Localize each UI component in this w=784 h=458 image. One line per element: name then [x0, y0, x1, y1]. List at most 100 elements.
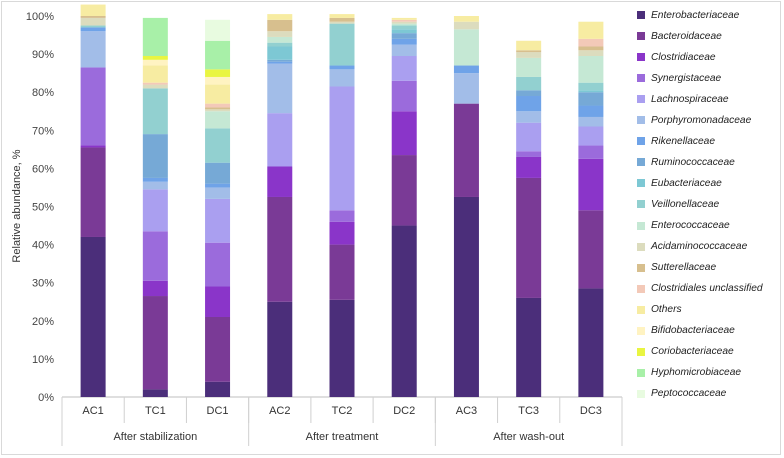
bar-segment — [267, 36, 293, 43]
legend-label: Clostridiaceae — [651, 51, 716, 63]
bar-segment — [578, 90, 604, 93]
bar-segment — [516, 76, 542, 91]
legend-label: Synergistaceae — [651, 72, 722, 84]
bar-segment — [267, 113, 293, 167]
y-tick-label: 50% — [32, 202, 54, 214]
bar-segment — [453, 65, 479, 74]
legend-swatch — [637, 32, 645, 41]
legend-item: Porphyromonadaceae — [637, 113, 751, 127]
legend-label: Ruminococcaceae — [651, 156, 735, 168]
bar-segment — [516, 122, 542, 152]
x-category-label: AC1 — [82, 405, 103, 417]
bar-segment — [205, 69, 231, 77]
bar-segment — [453, 103, 479, 197]
bar-segment — [391, 225, 417, 397]
bar-segment — [516, 90, 542, 97]
legend-item: Sutterellaceae — [637, 261, 716, 275]
y-tick-label: 20% — [32, 316, 54, 328]
bar-segment — [329, 299, 355, 397]
legend-swatch — [637, 242, 645, 251]
bar-segment — [205, 316, 231, 382]
bar-segment — [578, 288, 604, 397]
bar-segment — [142, 17, 168, 57]
bar-segment — [205, 84, 231, 104]
legend-item: Bifidobacteriaceae — [637, 324, 735, 338]
legend-swatch — [637, 284, 645, 293]
bar-segment — [80, 17, 106, 26]
legend-label: Clostridiales unclassified — [651, 283, 763, 295]
bar-segment — [80, 4, 106, 16]
bar-segment — [516, 57, 542, 77]
x-category-label: DC3 — [580, 405, 602, 417]
bar-segment — [329, 17, 355, 22]
x-category-label: TC1 — [145, 405, 166, 417]
bar-segment — [205, 242, 231, 287]
x-category-labels: AC1 TC1 DC1 AC2 TC2 DC2 AC3 TC3 DC3 — [82, 405, 601, 417]
bar-segment — [329, 23, 355, 66]
bar-segment — [391, 38, 417, 45]
bar-segment — [578, 46, 604, 51]
legend-label: Eubacteriaceae — [651, 177, 722, 189]
legend-label: Hyphomicrobiaceae — [651, 367, 742, 379]
legend-label: Lachnospiraceae — [651, 93, 729, 105]
y-tick-label: 80% — [32, 87, 54, 99]
bar-segment — [578, 56, 604, 83]
bar-segment — [453, 16, 479, 22]
bar-segment — [516, 50, 542, 53]
legend-label: Acidaminococcaceae — [651, 241, 748, 253]
legend-swatch — [637, 179, 645, 188]
bar-segment — [578, 105, 604, 117]
bar-segment — [80, 147, 106, 237]
bar-segment — [391, 155, 417, 226]
bar-segment — [578, 82, 604, 91]
bar-segment — [391, 29, 417, 34]
bar-segment — [516, 40, 542, 51]
x-category-label: AC2 — [269, 405, 290, 417]
bar-segment — [391, 44, 417, 57]
bar-segment — [267, 63, 293, 114]
x-group-label: After wash-out — [493, 431, 564, 443]
bar-segment — [391, 80, 417, 112]
bar-segment — [142, 177, 168, 182]
bar-segment — [142, 56, 168, 60]
bar-segment — [80, 145, 106, 148]
bar-segment — [205, 76, 231, 85]
legend-item: Enterobacteriaceae — [637, 8, 739, 22]
bar-segment — [142, 65, 168, 83]
bar-segment — [205, 111, 231, 129]
bar-segment — [267, 19, 293, 32]
legend-label: Enterococcaceae — [651, 220, 730, 231]
bar-segment — [142, 280, 168, 297]
legend-item: Lachnospiraceae — [637, 92, 729, 106]
bar-segment — [80, 236, 106, 397]
legend-item: Bacteroidaceae — [637, 29, 722, 43]
bar-segment — [267, 42, 293, 47]
bar-segment — [267, 59, 293, 62]
bar-segment — [142, 88, 168, 135]
y-tick-label: 0% — [38, 392, 54, 404]
bar-segment — [516, 177, 542, 298]
bar-segment — [578, 126, 604, 146]
bar-segment — [205, 19, 231, 41]
x-group-label: After treatment — [306, 431, 379, 443]
bar-segment — [80, 31, 106, 68]
y-tick-label: 60% — [32, 163, 54, 175]
bar-segment — [578, 38, 604, 47]
legend-item: Veillonellaceae — [637, 197, 719, 211]
bar-segment — [205, 381, 231, 397]
bar-segment — [142, 59, 168, 66]
y-tick-label: 90% — [32, 49, 54, 61]
bars — [80, 4, 604, 397]
bar-segment — [453, 73, 479, 104]
x-category-label: TC3 — [518, 405, 539, 417]
legend-swatch — [637, 116, 645, 125]
bar-segment — [329, 86, 355, 211]
bar-segment — [578, 50, 604, 57]
bar-segment — [391, 17, 417, 20]
bar-segment — [142, 231, 168, 281]
bar-segment — [205, 286, 231, 317]
y-tick-label: 40% — [32, 240, 54, 252]
legend-swatch — [637, 95, 645, 104]
legend-swatch — [637, 53, 645, 62]
